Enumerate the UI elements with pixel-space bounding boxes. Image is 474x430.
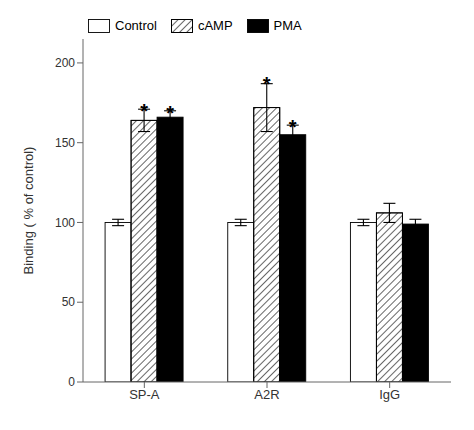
- svg-text:0: 0: [68, 375, 75, 389]
- svg-text:Binding ( % of control): Binding ( % of control): [21, 147, 36, 275]
- svg-text:SP-A: SP-A: [129, 387, 160, 402]
- svg-text:IgG: IgG: [379, 387, 400, 402]
- html-text:Control: Control: [115, 18, 157, 33]
- svg-text:A2R: A2R: [254, 387, 279, 402]
- svg-text:50: 50: [62, 295, 76, 309]
- html-text:PMA: PMA: [273, 18, 302, 33]
- html-text:cAMP: cAMP: [197, 18, 233, 33]
- svg-text:200: 200: [55, 56, 75, 70]
- svg-text:100: 100: [55, 216, 75, 230]
- svg-text:150: 150: [55, 136, 75, 150]
- svg-text:*: *: [166, 102, 174, 124]
